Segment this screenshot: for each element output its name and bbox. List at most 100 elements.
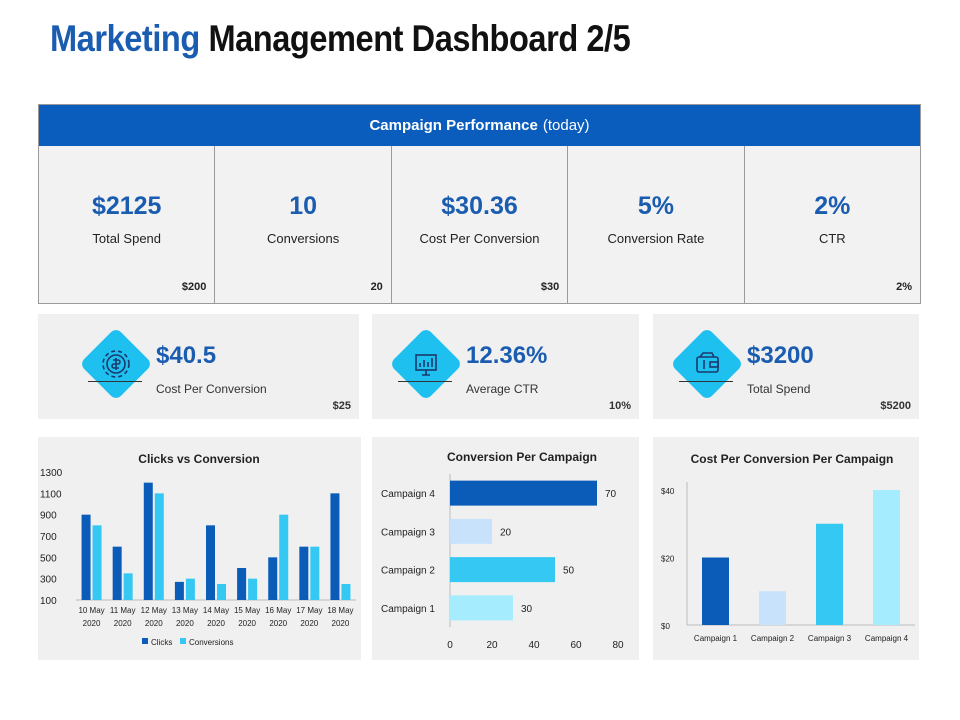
kpi-label: Total Spend — [747, 382, 811, 396]
bar-conversions — [123, 573, 133, 600]
bar-clicks — [143, 482, 153, 600]
kpi-target: 10% — [608, 400, 631, 412]
bar-clicks — [237, 568, 247, 600]
metric-value: 2% — [814, 192, 851, 220]
chart-title: Clicks vs Conversion — [138, 452, 259, 466]
bar-clicks — [112, 546, 122, 600]
x-tick-label: 80 — [612, 640, 624, 651]
metric-label: CTR — [818, 231, 846, 246]
x-tick-label: 18 May — [327, 606, 353, 615]
bar — [873, 490, 900, 625]
x-tick-label-year: 2020 — [300, 619, 318, 628]
x-tick-label: Campaign 3 — [808, 634, 852, 643]
x-tick-label-year: 2020 — [145, 619, 163, 628]
page-title-accent: Marketing — [50, 18, 200, 59]
y-tick-label: 1300 — [40, 468, 63, 479]
x-tick-label: 13 May — [172, 606, 198, 615]
x-tick-label-year: 2020 — [207, 619, 225, 628]
kpi-icon-badge — [670, 327, 744, 401]
metric-target: 2% — [896, 281, 913, 293]
metric-value: $30.36 — [441, 192, 518, 220]
bar — [450, 518, 492, 544]
chart-panel-cost-per-conversion-per-campaign: Cost Per Conversion Per Campaign $40 $20 $0… — [653, 437, 919, 660]
x-tick-label: 60 — [570, 640, 582, 651]
kpi-icon-badge — [79, 327, 153, 401]
kpi-target: $5200 — [880, 400, 911, 412]
x-tick-label-year: 2020 — [238, 619, 256, 628]
chart-title: Conversion Per Campaign — [447, 450, 597, 464]
y-tick-label: 500 — [40, 553, 57, 564]
kpi-value: 12.36% — [466, 342, 548, 369]
clicks-vs-conversion-chart: Clicks vs Conversion 1300 1100 900 700 500 300… — [40, 452, 356, 647]
campaign-performance-panel: Campaign Performance (today) $2125 Total… — [38, 104, 921, 304]
data-label: 30 — [521, 604, 533, 615]
data-label: 70 — [605, 489, 617, 500]
kpi-card-cost-per-conversion: $40.5 Cost Per Conversion $25 — [38, 314, 359, 419]
metric-conversions: 10 Conversions 20 — [215, 146, 392, 303]
wallet-icon — [696, 352, 719, 373]
x-tick-label: 20 — [486, 640, 498, 651]
kpi-card-average-ctr: 12.36% Average CTR 10% — [372, 314, 639, 419]
bar — [702, 557, 729, 625]
y-tick-label: $20 — [661, 555, 675, 564]
x-tick-label-year: 2020 — [269, 619, 287, 628]
x-tick-label-year: 2020 — [332, 619, 350, 628]
metric-target: $30 — [540, 281, 560, 293]
y-tick-label: Campaign 3 — [381, 527, 435, 538]
x-tick-label: 40 — [528, 640, 540, 651]
x-tick-label: 0 — [447, 640, 453, 651]
x-tick-label-year: 2020 — [176, 619, 194, 628]
bar-conversions — [92, 525, 102, 600]
metric-target: 20 — [370, 281, 383, 293]
page-title-main: Management Dashboard 2/5 — [208, 18, 631, 59]
bar — [816, 523, 843, 625]
y-tick-label: 700 — [40, 532, 57, 543]
legend-swatch — [180, 638, 186, 644]
metric-ctr: 2% CTR 2% — [745, 146, 920, 303]
bar-conversions — [341, 584, 351, 600]
y-tick-label: Campaign 4 — [381, 489, 435, 500]
y-tick-label: 300 — [40, 575, 57, 586]
x-tick-label: 14 May — [203, 606, 229, 615]
chart-panel-conversion-per-campaign: Conversion Per Campaign Campaign 4 70 Campa… — [372, 437, 639, 660]
bar-conversions — [279, 514, 289, 600]
kpi-value: $3200 — [747, 342, 814, 369]
conversion-per-campaign-chart: Conversion Per Campaign Campaign 4 70 Campa… — [381, 450, 624, 651]
metric-total-spend: $2125 Total Spend $200 — [39, 146, 216, 303]
y-tick-label: Campaign 2 — [381, 566, 435, 577]
bar-conversions — [154, 493, 164, 600]
metric-value: 5% — [637, 192, 674, 220]
y-tick-label: 100 — [40, 596, 57, 607]
legend-label: Clicks — [151, 638, 172, 647]
bar-conversions — [310, 546, 320, 600]
kpi-card-total-spend: $3200 Total Spend $5200 — [653, 314, 919, 419]
y-tick-label: Campaign 1 — [381, 604, 435, 615]
x-tick-label: 17 May — [296, 606, 322, 615]
x-tick-label-year: 2020 — [114, 619, 132, 628]
bar-conversions — [248, 578, 258, 600]
x-tick-label: 15 May — [234, 606, 260, 615]
y-tick-label: $0 — [661, 622, 670, 631]
metric-conversion-rate: 5% Conversion Rate — [568, 146, 745, 303]
money-settings-icon — [102, 350, 130, 378]
campaign-performance-period: (today) — [542, 117, 590, 134]
bar-conversions — [217, 584, 226, 600]
campaign-performance-heading: Campaign Performance — [369, 117, 538, 134]
bar-clicks — [268, 557, 278, 600]
bar — [450, 480, 597, 506]
kpi-label: Cost Per Conversion — [156, 382, 267, 396]
data-label: 20 — [500, 527, 512, 538]
bar-clicks — [174, 581, 184, 600]
y-tick-label: 900 — [40, 511, 57, 522]
metric-label: Conversion Rate — [607, 231, 705, 246]
x-tick-label: 11 May — [110, 606, 136, 615]
x-tick-label: 10 May — [78, 606, 104, 615]
kpi-value: $40.5 — [156, 342, 217, 369]
bar — [450, 557, 555, 583]
kpi-icon-badge — [389, 327, 463, 401]
bar-clicks — [299, 546, 309, 600]
x-tick-label: Campaign 1 — [694, 634, 738, 643]
chart-panel-clicks-vs-conversion: Clicks vs Conversion 1300 1100 900 700 500 300… — [38, 437, 361, 660]
y-tick-label: $40 — [661, 487, 675, 496]
metric-label: Total Spend — [92, 231, 162, 246]
